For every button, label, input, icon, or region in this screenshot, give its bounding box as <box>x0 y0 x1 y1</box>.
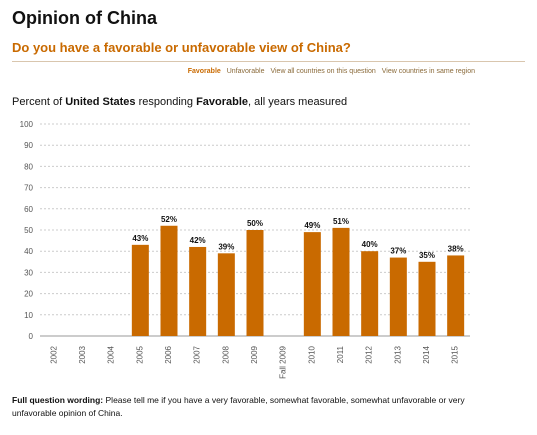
all-countries-link[interactable]: View all countries on this question <box>270 68 376 75</box>
bar <box>246 230 264 336</box>
bar <box>418 261 436 336</box>
heading-suffix: , all years measured <box>248 96 348 108</box>
data-label: 35% <box>419 251 435 260</box>
bar <box>160 225 178 336</box>
y-tick-label: 20 <box>24 290 33 299</box>
data-label: 49% <box>304 221 320 230</box>
bar <box>303 232 321 336</box>
chart-heading: Percent of United States responding Favo… <box>12 96 347 108</box>
x-tick-label: 2002 <box>49 345 58 363</box>
x-tick-label: 2004 <box>107 345 116 363</box>
favorable-link[interactable]: Favorable <box>187 68 221 75</box>
heading-response: Favorable <box>196 96 249 108</box>
page-title: Opinion of China <box>12 8 157 28</box>
y-tick-label: 80 <box>24 162 33 171</box>
y-tick-label: 70 <box>24 184 33 193</box>
question-wording: Full question wording: Please tell me if… <box>12 394 482 420</box>
question-wording-label: Full question wording: <box>12 395 104 405</box>
bar <box>447 255 465 336</box>
data-label: 51% <box>333 217 349 226</box>
x-tick-label: 2007 <box>193 345 202 363</box>
x-tick-label: 2014 <box>422 345 431 363</box>
y-tick-label: 10 <box>24 311 33 320</box>
y-tick-label: 50 <box>24 226 33 235</box>
data-label: 52% <box>161 215 177 224</box>
bar <box>189 246 207 336</box>
x-tick-label: 2006 <box>164 345 173 363</box>
heading-country: United States <box>65 96 136 108</box>
data-label: 37% <box>390 247 406 256</box>
question-wording-text: Please tell me if you have a very favora… <box>12 395 465 418</box>
x-tick-label: 2013 <box>393 345 402 363</box>
same-region-link[interactable]: View countries in same region <box>381 68 475 75</box>
x-tick-label: 2010 <box>307 345 316 363</box>
data-label: 38% <box>448 244 464 253</box>
heading-prefix: Percent of <box>12 96 63 108</box>
data-label: 42% <box>190 236 206 245</box>
x-tick-label: 2015 <box>451 345 460 363</box>
y-tick-label: 40 <box>24 247 33 256</box>
y-tick-label: 90 <box>24 141 33 150</box>
bar <box>361 251 379 336</box>
data-label: 50% <box>247 219 263 228</box>
x-tick-label: Fall 2009 <box>279 345 288 378</box>
question-subtitle: Do you have a favorable or unfavorable v… <box>12 40 351 55</box>
x-tick-label: 2009 <box>250 345 259 363</box>
y-tick-label: 0 <box>29 332 34 341</box>
x-tick-label: 2003 <box>78 345 87 363</box>
x-tick-label: 2008 <box>221 345 230 363</box>
data-label: 43% <box>132 234 148 243</box>
bar <box>131 244 149 336</box>
x-tick-label: 2012 <box>365 345 374 363</box>
heading-middle: responding <box>138 96 193 108</box>
x-tick-label: 2005 <box>135 345 144 363</box>
bar <box>332 227 350 336</box>
data-label: 39% <box>218 242 234 251</box>
y-tick-label: 30 <box>24 268 33 277</box>
divider <box>12 61 525 62</box>
x-tick-label: 2011 <box>336 345 345 363</box>
view-options: Favorable Unfavorable View all countries… <box>184 68 475 75</box>
bar <box>389 257 407 336</box>
y-tick-label: 60 <box>24 205 33 214</box>
data-label: 40% <box>362 240 378 249</box>
unfavorable-link[interactable]: Unfavorable <box>226 68 265 75</box>
y-tick-label: 100 <box>20 120 34 129</box>
bar <box>217 253 235 336</box>
